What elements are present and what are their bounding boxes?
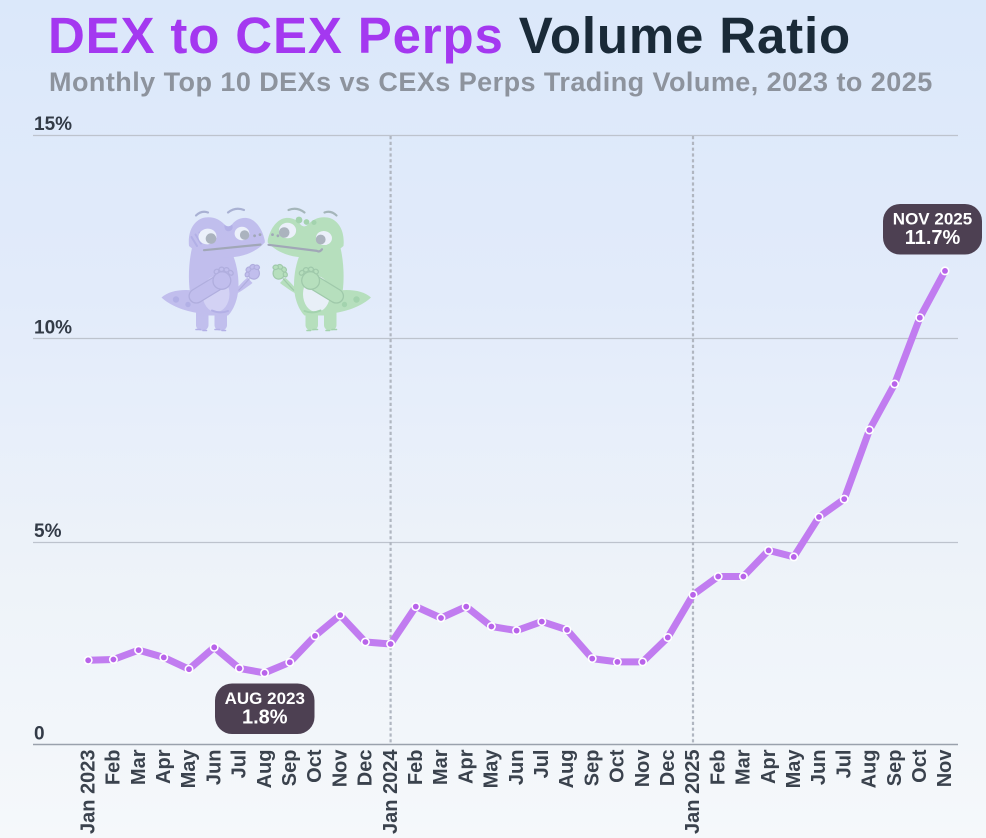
svg-text:10%: 10% [34, 318, 72, 339]
svg-text:Aug: Aug [556, 750, 578, 789]
svg-text:Jan 2023: Jan 2023 [77, 750, 99, 835]
svg-text:Feb: Feb [405, 750, 427, 786]
svg-text:Jul: Jul [531, 750, 553, 779]
svg-text:NOV 2025: NOV 2025 [893, 210, 972, 229]
svg-text:Sep: Sep [884, 750, 906, 787]
svg-text:May: May [481, 749, 503, 789]
svg-text:Apr: Apr [153, 749, 175, 784]
svg-text:Jan 2024: Jan 2024 [380, 749, 402, 834]
svg-text:Sep: Sep [279, 750, 301, 787]
svg-text:11.7%: 11.7% [905, 227, 961, 249]
svg-text:1.8%: 1.8% [242, 707, 288, 729]
svg-text:May: May [178, 749, 200, 789]
svg-text:AUG 2023: AUG 2023 [225, 689, 305, 708]
svg-text:Aug: Aug [859, 750, 881, 789]
svg-text:Feb: Feb [707, 750, 729, 786]
svg-text:Nov: Nov [329, 749, 351, 788]
svg-text:Mar: Mar [128, 749, 150, 785]
svg-text:Sep: Sep [581, 750, 603, 787]
svg-text:Oct: Oct [304, 749, 326, 783]
svg-text:Nov: Nov [632, 749, 654, 788]
svg-text:Mar: Mar [430, 749, 452, 785]
svg-text:15%: 15% [34, 114, 72, 135]
svg-text:Dec: Dec [657, 750, 679, 787]
svg-text:Dec: Dec [355, 750, 377, 787]
svg-text:Nov: Nov [934, 749, 956, 788]
svg-text:Apr: Apr [455, 749, 477, 784]
svg-text:0: 0 [34, 724, 45, 745]
svg-text:Apr: Apr [758, 749, 780, 784]
svg-text:Oct: Oct [607, 749, 629, 783]
svg-text:Aug: Aug [254, 750, 276, 789]
svg-text:Jun: Jun [506, 750, 528, 786]
svg-text:Jul: Jul [833, 750, 855, 779]
svg-text:Feb: Feb [103, 750, 125, 786]
svg-text:May: May [783, 749, 805, 789]
svg-text:Oct: Oct [909, 749, 931, 783]
svg-text:Jun: Jun [203, 750, 225, 786]
svg-text:Jul: Jul [229, 750, 251, 779]
svg-text:5%: 5% [34, 521, 62, 542]
svg-text:Jun: Jun [808, 750, 830, 786]
svg-text:Jan 2025: Jan 2025 [682, 750, 704, 835]
svg-text:Mar: Mar [733, 749, 755, 785]
